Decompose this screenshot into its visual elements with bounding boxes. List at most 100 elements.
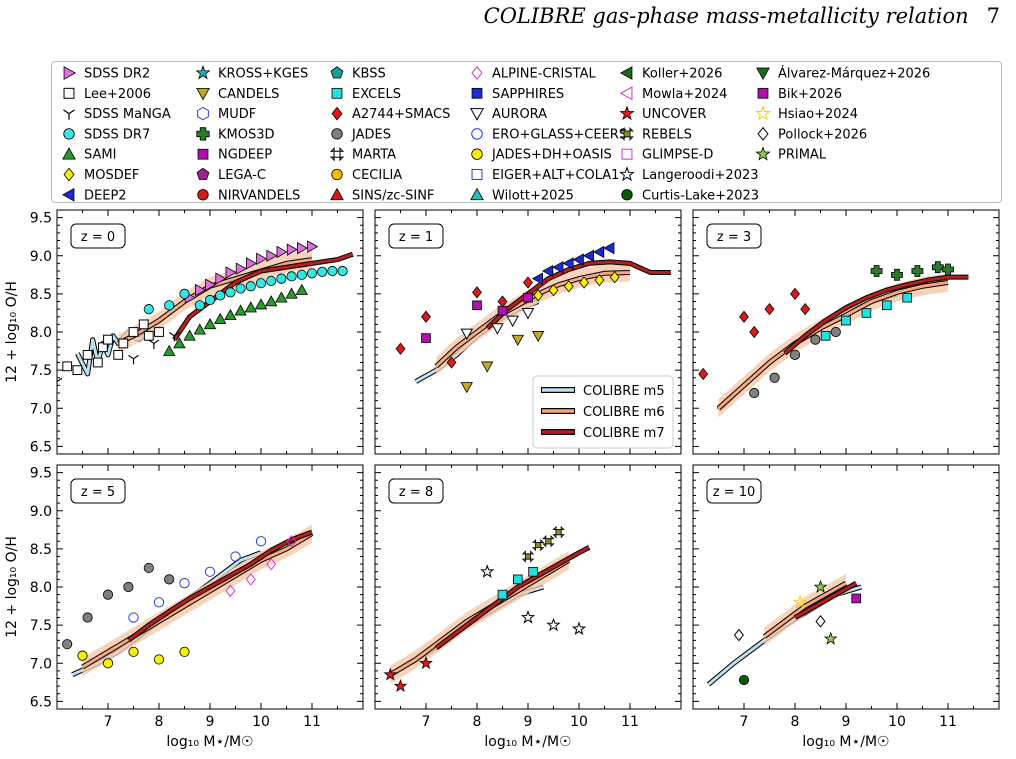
- series-excels: [820, 292, 912, 341]
- point-sdss-dr2: [296, 241, 309, 255]
- line-colibre-m6: [81, 532, 313, 669]
- point-lee-2006: [72, 365, 83, 376]
- point-rebels: [542, 535, 555, 548]
- panel-label: z = 0: [70, 223, 126, 249]
- point-alpine-cristal: [225, 584, 236, 598]
- legend-marker-jades: [331, 128, 343, 140]
- point-sdss-dr7: [245, 281, 256, 292]
- legend-marker-a2744-smacs: [331, 106, 343, 121]
- point-sdss-dr7: [225, 287, 236, 298]
- point-uncover: [419, 656, 433, 670]
- legend-label-sins-zc-sinf: SINS/zc-SINF: [352, 188, 434, 203]
- x-tick-label: 8: [473, 714, 482, 730]
- line-colibre-m7: [127, 530, 313, 642]
- series-kmos3d: [870, 261, 954, 281]
- legend-label-ero-glass-ceers: ERO+GLASS+CEERS: [492, 127, 627, 142]
- point-sami: [193, 323, 206, 335]
- series-sdss-dr2: [184, 240, 319, 304]
- series-a2744-smacs: [698, 287, 811, 381]
- point-excels: [841, 315, 851, 326]
- legend-item-kross-kges: KROSS+KGES: [195, 64, 308, 82]
- point-a2744-smacs: [523, 276, 533, 289]
- point-jades: [810, 334, 821, 345]
- point-a2744-smacs: [739, 310, 749, 323]
- point-excels: [513, 574, 523, 585]
- point-sdss-dr2: [245, 257, 258, 270]
- legend-label-jades: JADES: [351, 127, 391, 142]
- point-jades: [789, 349, 801, 360]
- x-tick-label: 7: [104, 714, 113, 730]
- series-jades: [62, 562, 175, 650]
- legend-label-sdss-dr7: SDSS DR7: [84, 127, 150, 142]
- legend-label-cecilia: CECILIA: [352, 168, 402, 183]
- point-sdss-dr7: [286, 271, 297, 282]
- panel-6: z = 10 7 8 9 10 11 log₁₀ M⋆/M☉: [692, 464, 1000, 750]
- point-sdss-dr7: [327, 265, 338, 277]
- panel-label: z = 1: [388, 223, 444, 249]
- legend-label-excels: EXCELS: [352, 87, 401, 102]
- point-sdss-dr2: [256, 252, 268, 265]
- series-pollock-2026: [733, 615, 826, 642]
- y-axis-label: 12 + log₁₀ O/H: [4, 281, 20, 383]
- point-lee-2006: [154, 327, 164, 337]
- legend-label-marta: MARTA: [352, 148, 396, 163]
- panel-label-box: [706, 478, 762, 504]
- point-langeroodi-2023: [520, 609, 536, 624]
- legend-box: [51, 61, 1002, 203]
- point-rebels: [552, 525, 565, 539]
- point-sami: [265, 295, 278, 307]
- point-langeroodi-2023: [480, 564, 495, 578]
- x-axis-label: log₁₀ M⋆/M☉: [166, 734, 253, 750]
- legend-label-lee-2006: Lee+2006: [84, 87, 151, 102]
- y-tick-label: 7.0: [30, 656, 52, 672]
- x-tick-label: 11: [621, 714, 639, 730]
- point-a2744-smacs: [764, 302, 775, 316]
- point-sdss-dr7: [143, 304, 154, 315]
- legend-marker-sapphires: [471, 87, 483, 99]
- point-sdss-dr2: [307, 240, 319, 253]
- legend-label-sami: SAMI: [84, 148, 116, 163]
- point-sami: [275, 291, 288, 303]
- legend-label-kmos3d: KMOS3D: [218, 127, 275, 142]
- point-sdss-dr7: [215, 290, 226, 301]
- series-rebels: [521, 525, 565, 563]
- point-curtis-lake-2023: [738, 674, 750, 686]
- x-axis-label: log₁₀ M⋆/M☉: [802, 734, 889, 750]
- point-sami: [234, 304, 247, 316]
- legend-label-mosdef: MOSDEF: [84, 168, 139, 183]
- legend-item-langeroodi-2023: Langeroodi+2023: [619, 166, 759, 183]
- legend-label-lvarez-m-rquez-2026: Álvarez-Márquez+2026: [778, 66, 930, 82]
- point-sdss-dr2: [266, 249, 278, 262]
- point-jades-dh-oasis: [77, 650, 88, 661]
- series-candels: [460, 331, 545, 394]
- point-lee-2006: [98, 342, 108, 353]
- legend-item-sins-zc-sinf: SINS/zc-SINF: [330, 187, 434, 203]
- legend-marker-deep2: [61, 187, 75, 202]
- point-aurora: [521, 308, 535, 320]
- point-a2744-smacs: [698, 367, 709, 381]
- legend-item-rebels: REBELS: [620, 126, 692, 142]
- legend-item-jades-dh-oasis: JADES+DH+OASIS: [471, 148, 612, 163]
- legend-item-lvarez-m-rquez-2026: Álvarez-Márquez+2026: [756, 66, 930, 82]
- point-aurora: [506, 315, 520, 328]
- legend-marker-ero-glass-ceers: [471, 128, 483, 140]
- point-sdss-dr2: [215, 272, 227, 285]
- legend-label-kbss: KBSS: [352, 67, 386, 82]
- series-primal: [813, 579, 838, 645]
- line-colibre-m7: [783, 275, 969, 355]
- legend-label-sdss-manga: SDSS MaNGA: [84, 107, 171, 122]
- point-ero-glass-ceers: [128, 612, 139, 623]
- point-a2744-smacs: [497, 295, 508, 308]
- line-colibre-m5: [707, 585, 862, 686]
- point-kmos3d: [911, 265, 924, 277]
- point-sdss-manga: [57, 377, 63, 388]
- point-jades-dh-oasis: [102, 658, 114, 669]
- point-excels: [882, 300, 892, 311]
- y-tick-label: 8.5: [30, 287, 52, 303]
- legend-label-ngdeep: NGDEEP: [218, 148, 272, 163]
- point-langeroodi-2023: [546, 617, 561, 632]
- point-sdss-dr2: [235, 262, 247, 275]
- legend-marker-eiger-alt-cola1: [471, 169, 483, 180]
- point-a2744-smacs: [472, 286, 482, 299]
- legend-marker-candels: [196, 87, 210, 101]
